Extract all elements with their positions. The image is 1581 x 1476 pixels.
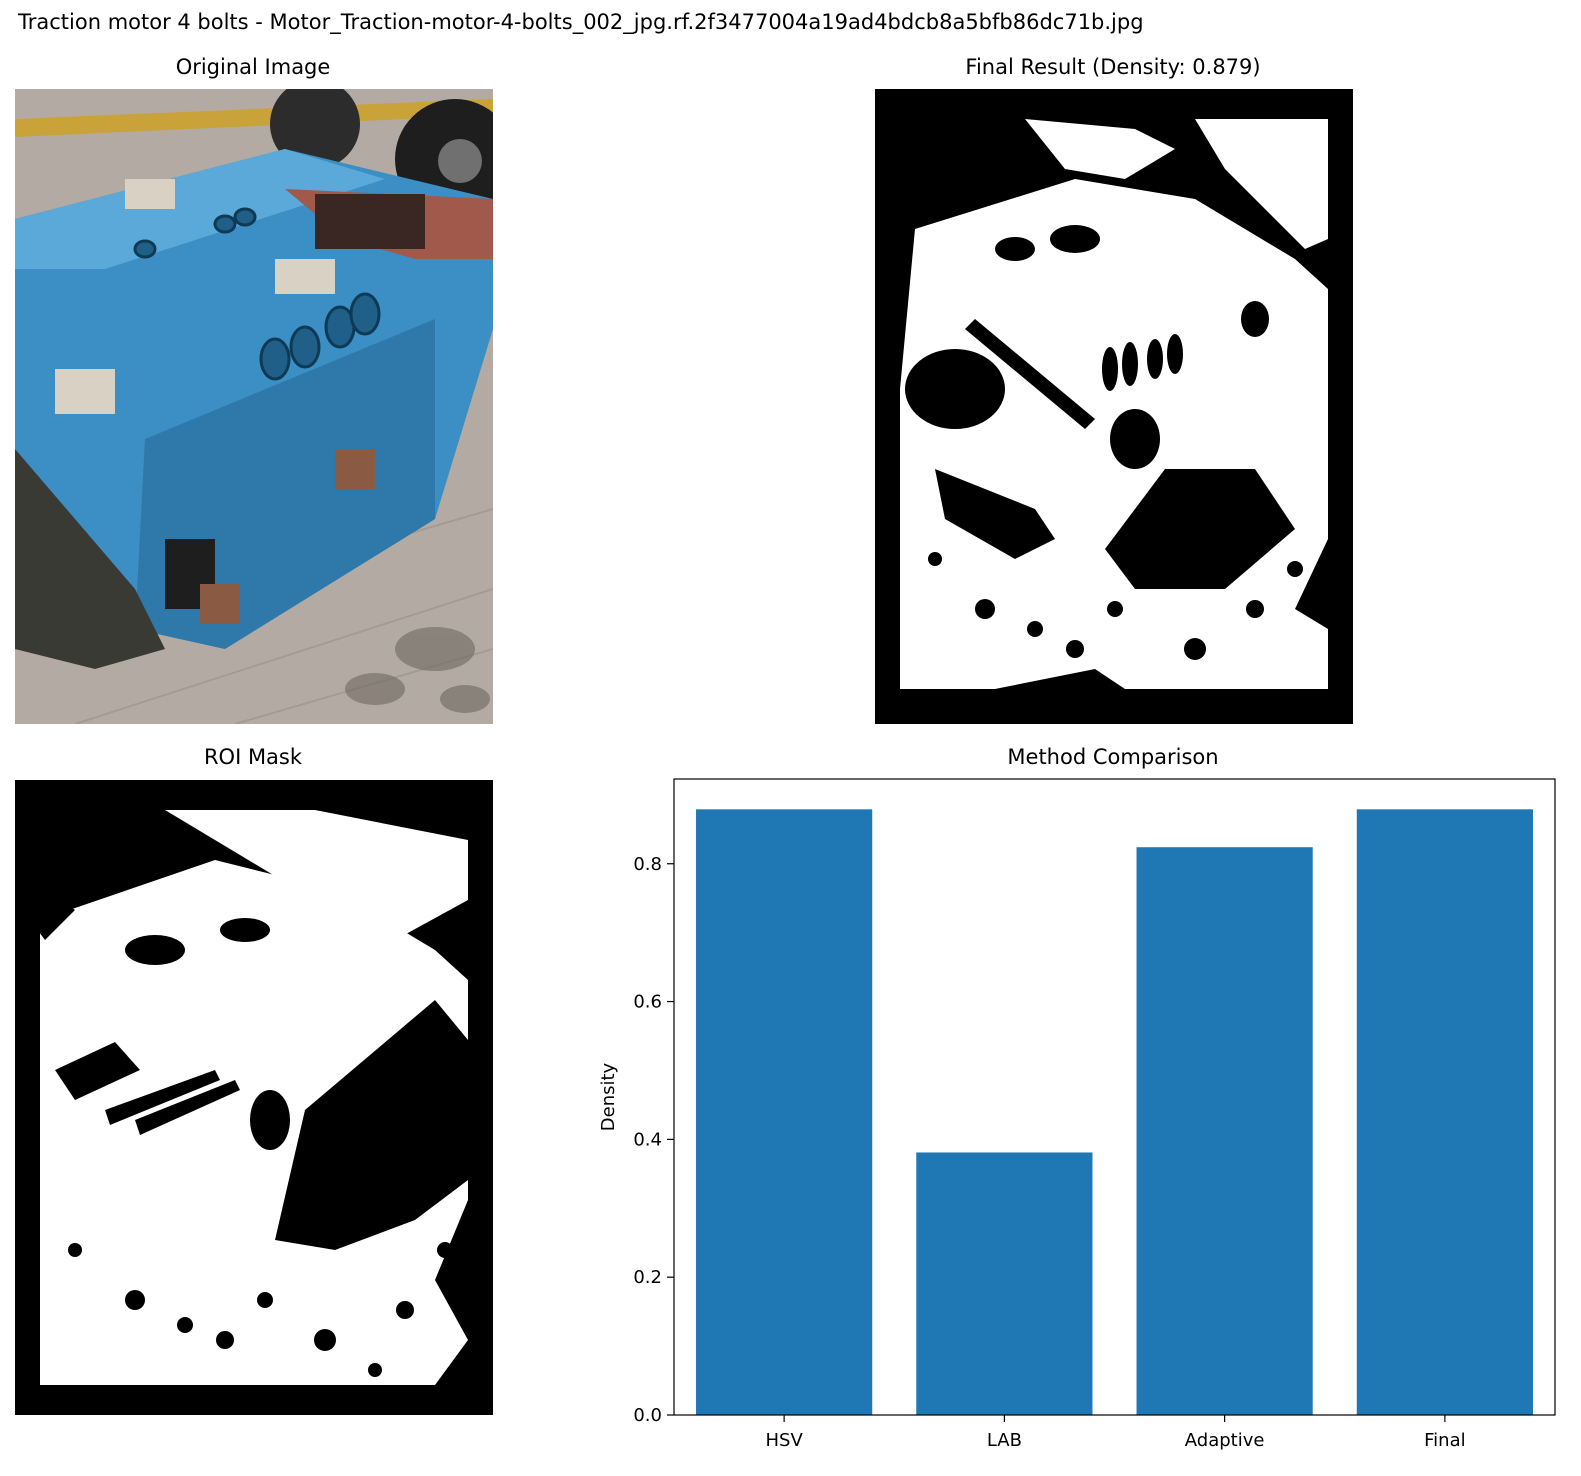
method-comparison-chart: 0.0 0.2 0.4 0.6 0.8 HSV LAB Adaptive Final Densit… (598, 778, 1556, 1451)
y-tick-label: 0.6 (633, 992, 662, 1013)
original-image (15, 89, 493, 724)
x-tick-label-final: Final (1424, 1430, 1465, 1451)
x-tick-label-hsv: HSV (765, 1430, 803, 1451)
roi-mask (15, 780, 493, 1415)
x-tick-label-adaptive: Adaptive (1185, 1430, 1265, 1451)
bar-lab (916, 1152, 1093, 1415)
bar-adaptive (1136, 847, 1313, 1415)
y-tick-label: 0.8 (633, 854, 662, 875)
original-image-title: Original Image (175, 55, 331, 79)
y-tick-label: 0.4 (633, 1129, 662, 1150)
bar-hsv (696, 809, 873, 1415)
final-result-mask (875, 89, 1353, 724)
y-tick-label: 0.0 (633, 1405, 662, 1426)
bar-final (1356, 809, 1533, 1415)
axes-frame (673, 778, 1556, 1416)
y-axis-label: Density (598, 1062, 619, 1131)
final-result-title: Final Result (Density: 0.879) (965, 55, 1261, 79)
y-tick-label: 0.2 (633, 1267, 662, 1288)
x-tick-label-lab: LAB (987, 1430, 1022, 1451)
method-comparison-title: Method Comparison (1007, 745, 1219, 769)
roi-mask-title: ROI Mask (203, 745, 303, 769)
figure-title: Traction motor 4 bolts - Motor_Traction-… (18, 10, 1144, 34)
